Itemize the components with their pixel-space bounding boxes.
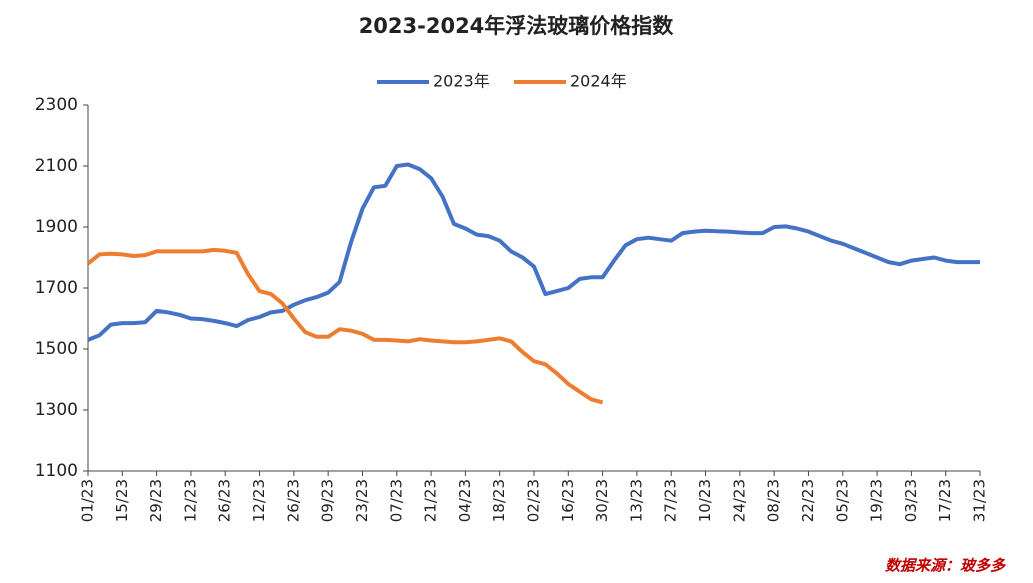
x-tick-label: 16/23 — [559, 479, 577, 522]
series-line — [86, 247, 604, 405]
y-tick-label: 2300 — [35, 95, 78, 115]
source-note: 数据来源：玻多多 — [885, 557, 1006, 575]
x-tick-label: 23/23 — [353, 479, 371, 522]
legend-label: 2024年 — [570, 72, 627, 91]
x-tick-label: 27/23 — [662, 479, 680, 522]
x-tick-label: 07/23 — [387, 479, 405, 522]
x-tick-label: 10/23 — [696, 479, 714, 522]
x-tick-label: 22/23 — [799, 479, 817, 522]
x-tick-label: 09/23 — [319, 479, 337, 522]
x-tick-label: 12/23 — [250, 479, 268, 522]
x-tick-label: 19/23 — [868, 479, 886, 522]
x-tick-label: 15/23 — [113, 479, 131, 522]
x-tick-label: 08/23 — [765, 479, 783, 522]
x-tick-label: 31/23 — [971, 479, 989, 522]
x-tick-label: 18/23 — [490, 479, 508, 522]
x-tick-label: 26/23 — [216, 479, 234, 522]
y-tick-label: 1900 — [35, 217, 78, 237]
x-tick-label: 29/23 — [147, 479, 165, 522]
x-tick-label: 24/23 — [730, 479, 748, 522]
x-tick-label: 30/23 — [593, 479, 611, 522]
x-tick-label: 13/23 — [627, 479, 645, 522]
x-tick-label: 02/23 — [525, 479, 543, 522]
y-tick-label: 1500 — [35, 339, 78, 359]
y-tick-label: 1300 — [35, 400, 78, 420]
y-tick-label: 2100 — [35, 156, 78, 176]
x-tick-label: 26/23 — [284, 479, 302, 522]
x-tick-label: 04/23 — [456, 479, 474, 522]
legend-label: 2023年 — [433, 72, 490, 91]
x-tick-label: 03/23 — [902, 479, 920, 522]
x-tick-label: 12/23 — [181, 479, 199, 522]
x-tick-label: 01/23 — [79, 479, 97, 522]
x-tick-label: 21/23 — [422, 479, 440, 522]
x-tick-label: 05/23 — [833, 479, 851, 522]
chart-title: 2023-2024年浮法玻璃价格指数 — [359, 14, 675, 38]
y-tick-label: 1100 — [35, 461, 78, 481]
series-line — [87, 162, 980, 342]
x-tick-label: 17/23 — [936, 479, 954, 522]
y-tick-label: 1700 — [35, 278, 78, 298]
